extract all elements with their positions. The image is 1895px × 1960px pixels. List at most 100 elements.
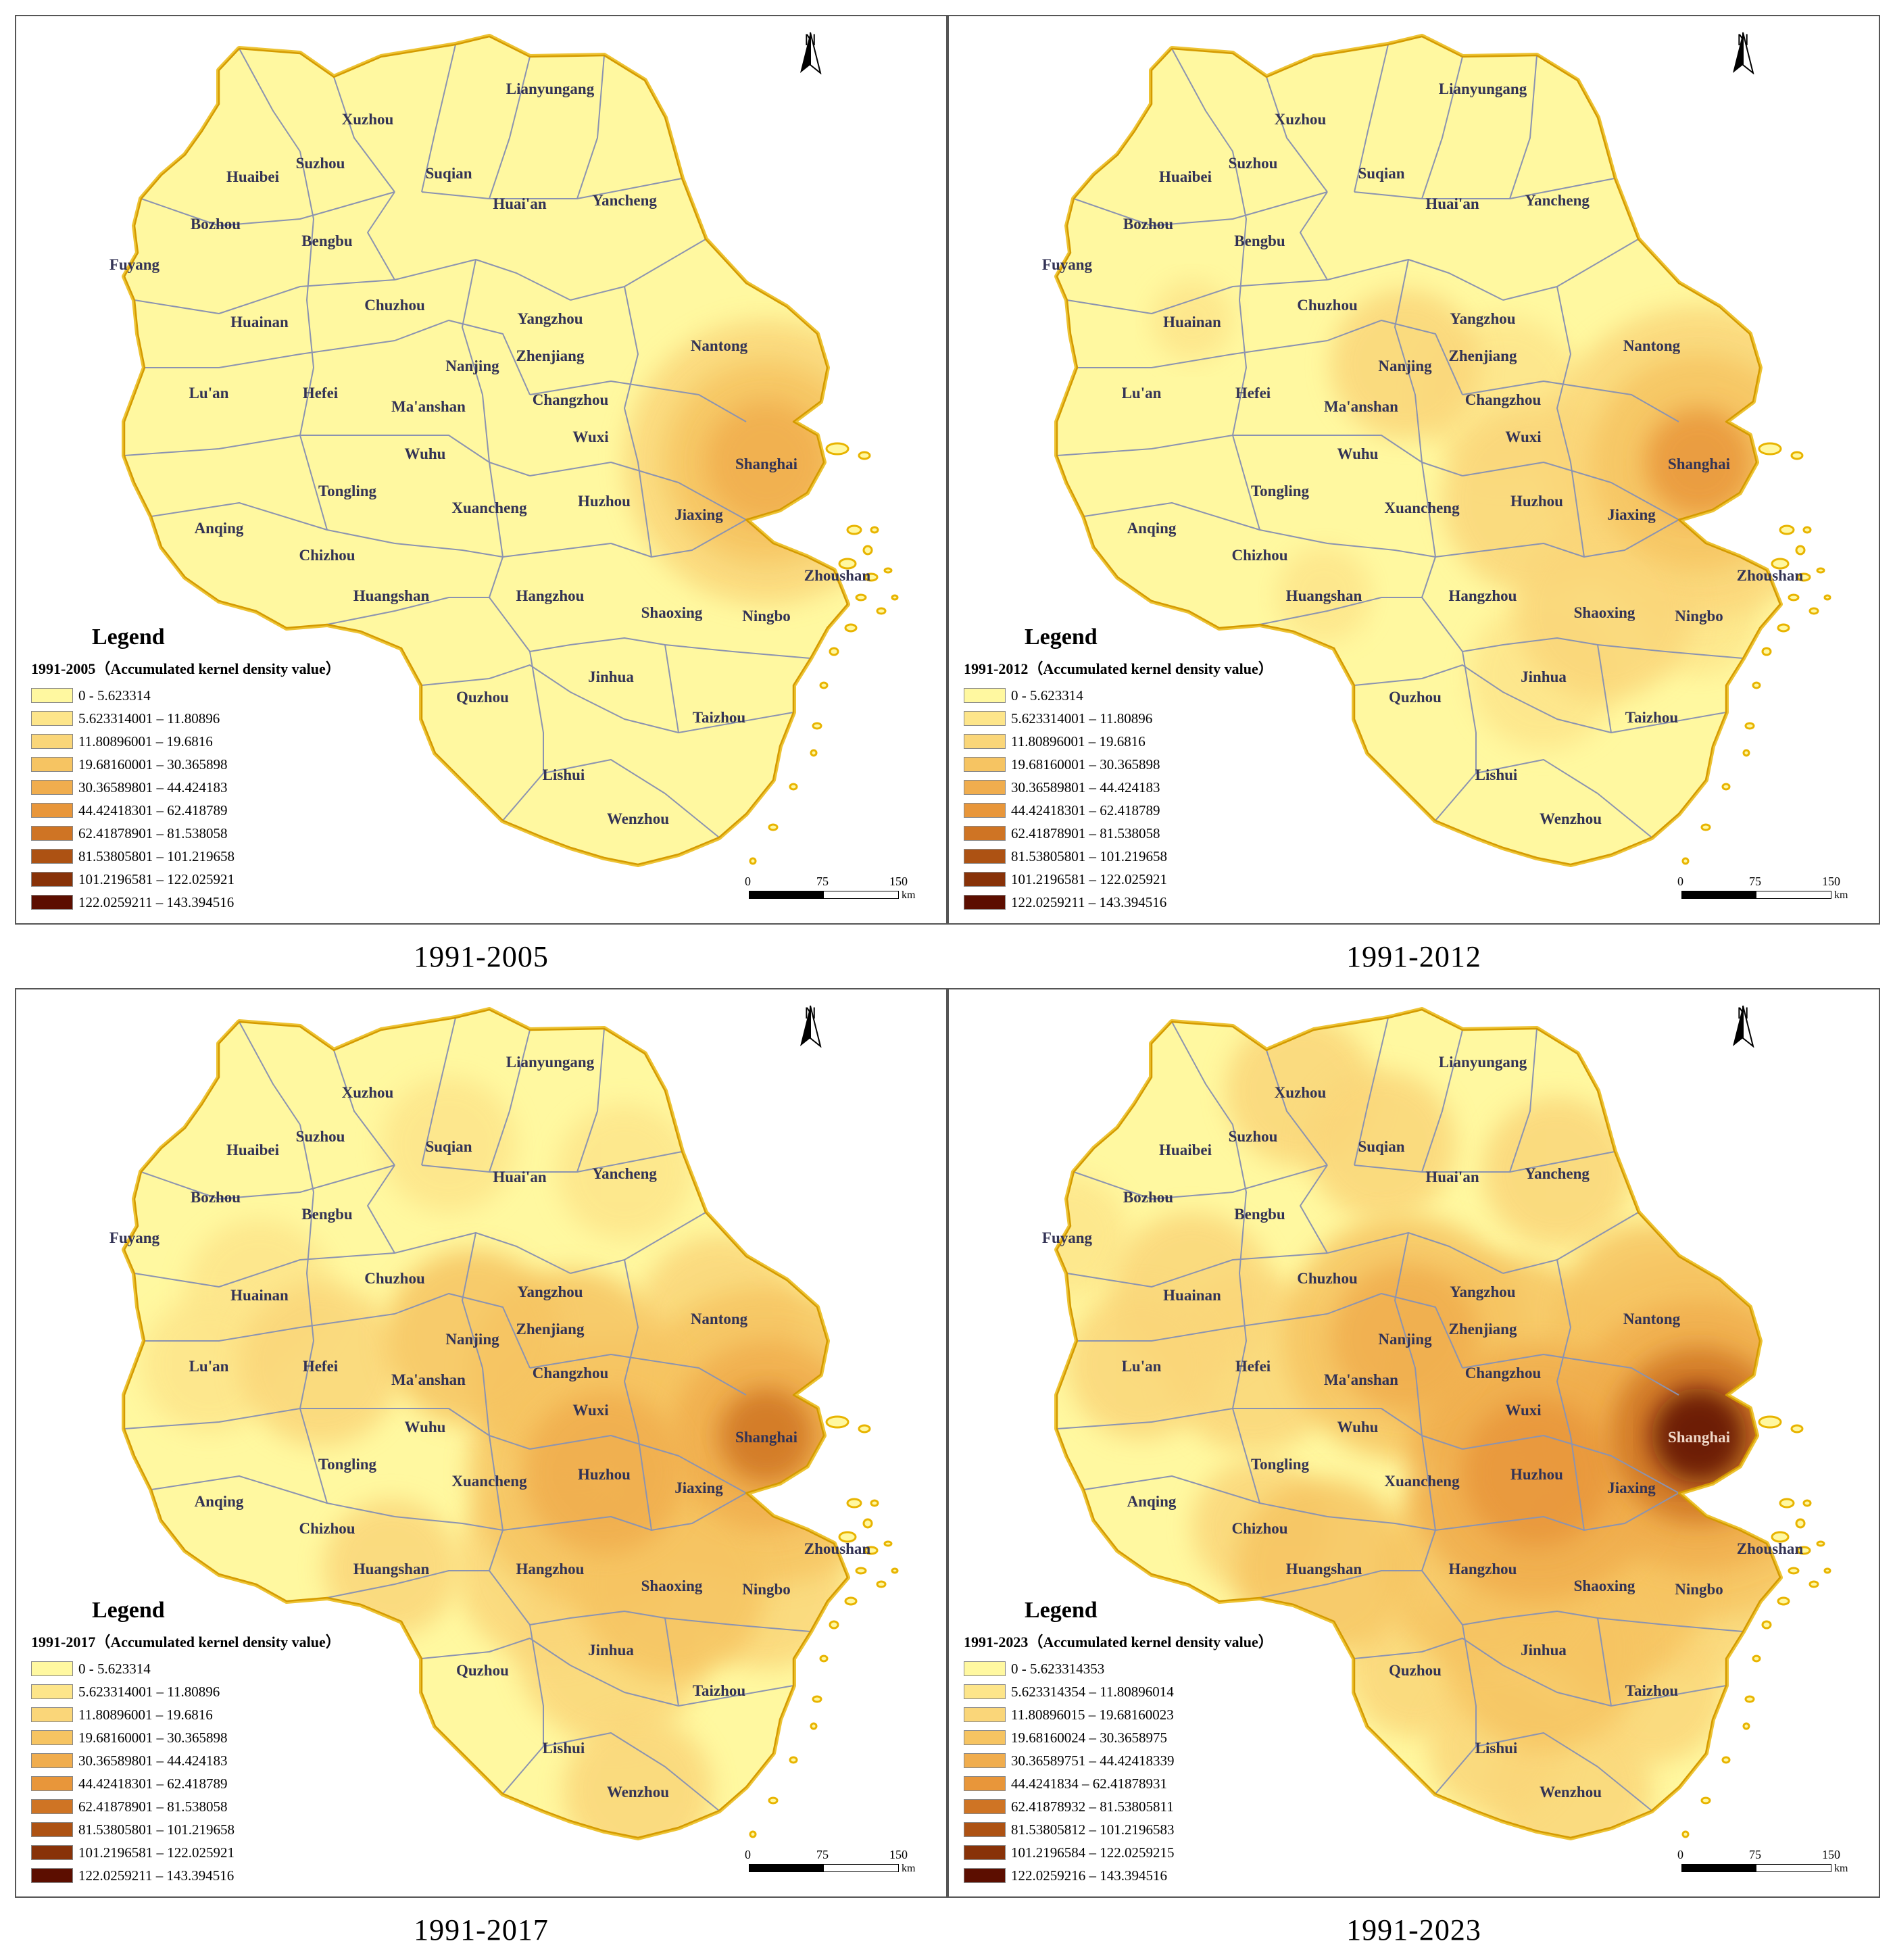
scale-segment [1681,891,1757,899]
city-label: Tongling [318,483,377,499]
island [810,1722,818,1730]
north-arrow-icon [800,32,822,74]
city-label: Taizhou [1625,709,1679,726]
legend-swatch [964,1845,1006,1860]
city-label: Taizhou [1625,1682,1679,1699]
legend-swatch [31,734,73,749]
admin-boundary [1327,1293,1463,1369]
legend-item: 122.0259216 – 143.394516 [964,1864,1396,1887]
city-label: Xuancheng [451,1473,527,1490]
island [1761,647,1772,656]
island [1796,572,1811,582]
city-label: Shanghai [735,1429,798,1446]
admin-boundary [664,644,679,733]
island [870,526,879,534]
scale-label: 150 [1822,875,1840,888]
scale-label: 0 [1677,875,1683,888]
legend-swatch [31,1707,73,1722]
island [1742,749,1750,757]
legend-swatch [964,711,1006,726]
admin-boundary [1066,1252,1328,1288]
admin-boundary [529,1354,747,1396]
city-label: Quzhou [1389,1662,1442,1679]
island [846,1498,862,1509]
city-label: Lianyungang [1439,1054,1527,1071]
city-label: Wuxi [1505,1402,1542,1419]
city-label: Huainan [230,1287,289,1304]
admin-boundary [124,1408,395,1429]
kernel-density-map: Lianyungang Xuzhou Suzhou Huaibei Suqian Huai… [109,34,899,867]
city-label: Zhenjiang [1449,1321,1517,1338]
scale-bar: 0 75 150 km [733,1848,915,1875]
density-hotspot [1331,290,1479,439]
city-label: Jinhua [588,668,634,685]
scale-label: 0 [745,875,751,888]
legend-swatch [964,1776,1006,1791]
legend-label: 62.41878901 – 81.538058 [78,825,228,841]
city-label: Hefei [303,385,339,401]
admin-boundary [1232,151,1260,531]
admin-boundary [1266,76,1328,193]
city-label: Fuyang [109,1229,160,1246]
density-hotspot [1517,523,1692,699]
legend-subtitle: 1991-2012（Accumulated kernel density val… [964,660,1273,677]
city-label: Changzhou [533,391,609,408]
legend-swatch [964,1799,1006,1814]
legend-label: 30.36589751 – 44.42418339 [1011,1752,1175,1769]
legend-label: 11.80896001 – 19.6816 [78,1706,213,1723]
admin-boundary [529,462,747,520]
admin-boundary [624,1259,652,1531]
region-boundary [123,35,849,866]
admin-boundary [1327,1408,1463,1450]
city-label: Wuxi [572,428,609,445]
legend-item: 11.80896001 – 19.6816 [964,730,1396,753]
scale-bar: 0 75 150 km [1665,1848,1848,1875]
kernel-density-map: Lianyungang Xuzhou Suzhou Huaibei Suqian Huai… [1042,1007,1831,1840]
legend-swatch [31,803,73,818]
admin-boundary [239,1021,301,1125]
admin-boundary [1073,191,1328,226]
city-label: Huangshan [353,1561,430,1577]
island [1795,1518,1806,1529]
scale-label: 0 [1677,1848,1683,1861]
island [1808,1580,1819,1588]
north-arrow: N [1726,31,1760,74]
legend-item: 30.36589801 – 44.424183 [964,776,1396,799]
map-panel-1991-2017: Lianyungang Xuzhou Suzhou Huaibei Suqian Huai… [15,988,947,1898]
city-label: Nantong [1623,337,1681,354]
admin-boundary [1435,1732,1652,1811]
admin-boundary [333,76,395,193]
scale-unit: km [902,889,916,901]
city-label: Bengbu [301,1206,353,1223]
island [819,1655,829,1663]
legend-item: 122.0259211 – 143.394516 [31,1864,464,1887]
legend-label: 101.2196581 – 122.025921 [78,1844,235,1861]
city-label: Anqing [1127,520,1177,537]
city-label: Zhoushan [1737,1540,1804,1557]
island [1823,594,1831,601]
city-label: Huai'an [1425,1169,1479,1185]
legend-title: Legend [92,1598,165,1623]
city-label: Chuzhou [1297,1270,1358,1287]
admin-boundary [1057,1408,1327,1429]
admin-boundary [529,1624,544,1746]
legend-label: 44.42418301 – 62.418789 [78,1775,228,1792]
city-label: Huzhou [578,493,631,510]
admin-boundary [1421,1029,1463,1173]
city-label: Jiaxing [1607,1479,1656,1496]
city-label: Bengbu [301,232,353,249]
map-panel-1991-2012: Lianyungang Xuzhou Suzhou Huaibei Suqian Huai… [947,15,1880,925]
density-hotspot [557,1104,692,1240]
legend-item: 44.42418301 – 62.418789 [31,799,464,822]
legend-item: 62.41878901 – 81.538058 [31,1795,464,1818]
city-label: Yangzhou [1450,310,1515,327]
legend-swatch [31,1845,73,1860]
panel-caption: 1991-2012 [1346,940,1481,973]
city-label: Xuzhou [1275,111,1327,128]
island [768,1796,779,1805]
admin-boundary [394,1516,558,1531]
city-label: Chizhou [1231,547,1287,564]
city-label: Huaibei [226,168,280,185]
density-hotspot [1483,1098,1631,1246]
city-label: Ningbo [1675,1581,1723,1598]
